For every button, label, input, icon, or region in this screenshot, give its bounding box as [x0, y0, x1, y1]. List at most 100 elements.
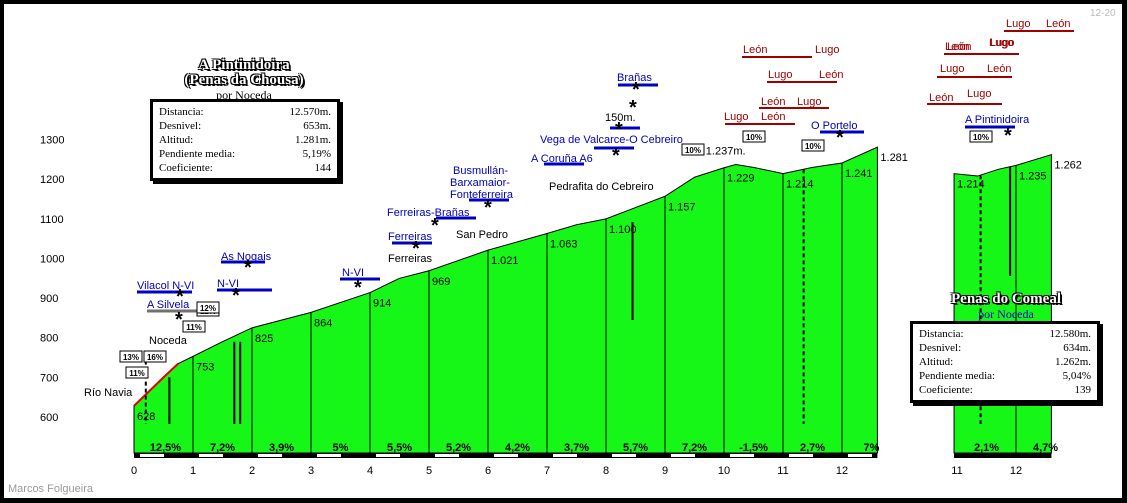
credit-label: Marcos Folgueira — [8, 483, 94, 495]
asterisk-marker: * — [175, 309, 183, 331]
grade-box-label: 16% — [147, 353, 163, 362]
left-stats-box: Distancia: 12.570m. Desnivel: 653m. Altitud:… — [150, 99, 340, 181]
grade-box — [742, 130, 766, 143]
grade-box-label: 13% — [123, 353, 139, 362]
road-sign-label: Lugo — [989, 37, 1013, 49]
altitude-label: 1.241 — [845, 168, 873, 180]
x-tick-label: 3 — [308, 465, 314, 477]
segment-grade-label: 12,5% — [150, 442, 181, 454]
altitude-label: 1.281 — [880, 152, 908, 164]
place-label: Vilacol N-VI — [137, 280, 194, 292]
x-axis-stripe — [199, 454, 223, 457]
asterisk-marker: * — [632, 79, 640, 101]
x-tick-label: 12 — [836, 465, 848, 477]
left-stats-value: 1.281m. — [294, 134, 331, 146]
grade-box — [182, 320, 206, 333]
grade-box — [969, 130, 993, 143]
segment-grade-label: 2,7% — [800, 442, 825, 454]
watermark: 12-20 — [1090, 8, 1116, 19]
x-tick-label: 9 — [662, 465, 668, 477]
right-stats-label: Altitud: — [919, 356, 954, 368]
asterisk-marker: * — [244, 257, 252, 279]
right-stats-label: Distancia: — [919, 328, 964, 340]
left-title-line1: A Pintinidoira — [198, 57, 290, 73]
side-altitude-label: 1.214 — [957, 179, 985, 191]
left-stats-row: Altitud: 1.281m. — [159, 133, 331, 147]
segment-grade-label: 4,2% — [505, 442, 530, 454]
road-sign-label: Lugo — [797, 96, 821, 108]
segment-grade-label: 3,7% — [564, 442, 589, 454]
altitude-label: 1.100 — [609, 224, 637, 236]
segment-grade-label: 5,2% — [446, 442, 471, 454]
altitude-label: 1.063 — [550, 239, 578, 251]
road-sign-label: León — [1046, 18, 1070, 30]
side-x-tick-label: 11 — [951, 465, 962, 477]
segment-grade-label: 5,7% — [623, 442, 648, 454]
left-title: A Pintinidoira (Penas da Chousa) por Noc… — [154, 58, 334, 103]
road-sign-label: León — [929, 92, 953, 104]
road-sign-label: León — [761, 111, 785, 123]
grade-box-label: 12% — [200, 304, 216, 313]
place-label: As Nogais — [221, 251, 272, 263]
x-tick-label: 2 — [249, 465, 255, 477]
side-segment-grade-label: 4,7% — [1033, 442, 1058, 454]
grade-box — [125, 366, 149, 379]
y-tick-label: 1000 — [40, 253, 64, 265]
road-sign-label: Lugo — [1006, 18, 1030, 30]
x-tick-label: 4 — [367, 465, 373, 477]
x-tick-label: 5 — [426, 465, 432, 477]
right-stats-label: Desnivel: — [919, 342, 962, 354]
grade-box-label: 10% — [746, 133, 762, 142]
road-sign-label: León — [947, 41, 971, 53]
right-stats-row: Desnivel: 634m. — [919, 341, 1091, 355]
place-label: N-VI — [342, 267, 364, 279]
segment-grade-label: 7,2% — [210, 442, 235, 454]
y-tick-label: 1200 — [40, 174, 64, 186]
road-sign-label: Lugo — [724, 111, 748, 123]
place-label: N-VI — [217, 278, 239, 290]
road-sign-label: Lugo — [940, 63, 964, 75]
road-sign-label: Lugo — [967, 88, 991, 100]
altitude-label: 753 — [196, 361, 214, 373]
left-stats-row: Pendiente media: 5,19% — [159, 147, 331, 161]
segment-grade-label: 5,5% — [387, 442, 412, 454]
segment-grade-label: 3,9% — [269, 442, 294, 454]
segment-grade-label: 7% — [864, 442, 880, 454]
road-sign-label: Lugo — [990, 37, 1014, 49]
left-stats-value: 144 — [314, 162, 332, 174]
asterisk-marker: * — [431, 215, 439, 237]
road-sign-label: León — [761, 96, 785, 108]
place-label: Vega de Valcarce-O Cebreiro — [540, 134, 683, 146]
y-tick-label: 900 — [40, 293, 58, 305]
road-sign-label: León — [743, 44, 767, 56]
x-axis-stripe — [553, 454, 577, 457]
place-label: 150m. — [605, 112, 636, 124]
grade-box-label: 11% — [186, 323, 202, 332]
grade-box-label: 10% — [805, 142, 821, 151]
road-sign-label: Lugo — [815, 44, 839, 56]
altitude-label: 969 — [432, 276, 450, 288]
left-title-line2: (Penas da Chousa) — [184, 72, 304, 88]
altitude-label: 825 — [255, 333, 273, 345]
grade-box — [143, 350, 167, 363]
steep-ramp-line — [133, 362, 179, 407]
left-stats-value: 12.570m. — [289, 106, 331, 118]
x-axis-stripe — [671, 454, 695, 457]
left-stats-label: Altitud: — [159, 134, 194, 146]
grade-box-label: 10% — [685, 146, 701, 155]
left-stats-row: Distancia: 12.570m. — [159, 105, 331, 119]
grade-box-label: 10% — [973, 133, 989, 142]
place-label: Río Navia — [84, 387, 133, 399]
y-tick-label: 1300 — [40, 135, 64, 147]
side-altitude-label: 1.235 — [1019, 170, 1047, 182]
right-title: Penas do Comeal por Noceda — [916, 292, 1096, 322]
x-tick-label: 8 — [603, 465, 609, 477]
x-axis-stripe — [258, 454, 282, 457]
x-tick-label: 7 — [544, 465, 550, 477]
right-stats-value: 634m. — [1063, 342, 1091, 354]
asterisk-marker: * — [612, 145, 620, 167]
altitude-label: 1.157 — [668, 201, 696, 213]
grade-box — [681, 143, 705, 156]
